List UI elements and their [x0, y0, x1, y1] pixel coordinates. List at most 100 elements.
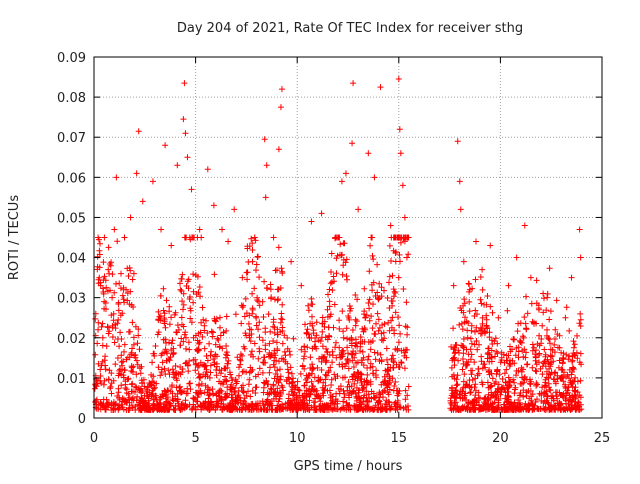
data-point	[261, 136, 268, 143]
data-point	[149, 178, 156, 185]
data-point	[188, 186, 195, 193]
data-point	[288, 258, 295, 265]
y-tick-label: 0.02	[57, 332, 86, 347]
data-point	[180, 116, 187, 123]
data-point	[182, 130, 189, 137]
data-point	[562, 314, 569, 321]
dense-cloud-layer	[91, 234, 585, 413]
data-point	[219, 226, 226, 233]
axes-layer: 0 5 10 15 20 25 0 0.01 0.02 0.03 0.04 0.05 0.06 0.07 0…	[57, 51, 610, 446]
data-point	[349, 140, 356, 147]
data-point	[495, 314, 502, 321]
data-point	[196, 226, 203, 233]
data-point	[158, 226, 165, 233]
data-point	[473, 238, 480, 245]
data-point	[513, 254, 520, 261]
data-point	[338, 178, 345, 185]
data-point	[568, 274, 575, 281]
data-points-layer	[95, 76, 584, 333]
data-point	[377, 84, 384, 91]
data-point	[454, 138, 461, 145]
data-point	[460, 258, 467, 265]
data-point	[396, 126, 403, 133]
data-point	[505, 282, 512, 289]
data-point	[111, 226, 118, 233]
y-tick-label: 0.07	[57, 131, 86, 146]
y-tick-label: 0.06	[57, 171, 86, 186]
data-point	[95, 326, 102, 333]
y-tick-label: 0.01	[57, 372, 86, 387]
data-point	[399, 182, 406, 189]
data-point	[225, 238, 232, 245]
data-point	[450, 282, 457, 289]
data-point	[456, 178, 463, 185]
data-point	[275, 146, 282, 153]
x-tick-label: 15	[391, 431, 408, 446]
data-point	[350, 80, 357, 87]
plot-frame	[93, 56, 603, 419]
data-point	[552, 326, 559, 333]
data-point	[521, 222, 528, 229]
x-tick-label: 25	[594, 431, 611, 446]
data-point	[479, 266, 486, 273]
data-point	[487, 242, 494, 249]
data-point	[342, 170, 349, 177]
data-point	[395, 76, 402, 83]
x-tick-label: 5	[191, 431, 199, 446]
y-tick-label: 0	[78, 412, 86, 427]
data-point	[239, 274, 246, 281]
data-point	[576, 226, 583, 233]
data-point	[355, 206, 362, 213]
data-point	[577, 254, 584, 261]
data-point	[181, 80, 188, 87]
data-point	[457, 206, 464, 213]
x-tick-label: 0	[90, 431, 98, 446]
y-tick-label: 0.03	[57, 292, 86, 307]
x-tick-label: 20	[492, 431, 509, 446]
data-point	[262, 194, 269, 201]
data-point	[127, 214, 134, 221]
data-point	[298, 282, 305, 289]
data-point	[328, 250, 335, 257]
data-point	[527, 274, 534, 281]
data-point	[249, 258, 256, 265]
data-point	[133, 170, 140, 177]
y-tick-label: 0.09	[57, 51, 86, 66]
data-point	[105, 266, 112, 273]
data-point	[204, 166, 211, 173]
data-point	[184, 154, 191, 161]
data-point	[135, 128, 142, 135]
data-point	[101, 298, 108, 305]
chart-title: Day 204 of 2021, Rate Of TEC Index for r…	[177, 21, 523, 36]
data-point	[536, 306, 543, 313]
data-point	[308, 218, 315, 225]
data-point	[403, 254, 410, 261]
data-point	[318, 210, 325, 217]
data-point	[113, 174, 120, 181]
data-point	[139, 198, 146, 205]
y-tick-label: 0.04	[57, 252, 86, 267]
data-point	[401, 214, 408, 221]
data-point	[544, 294, 551, 301]
dense-sample-cloud	[91, 234, 585, 413]
data-point	[174, 162, 181, 169]
data-point	[466, 286, 473, 293]
data-point	[121, 234, 128, 241]
data-point	[210, 202, 217, 209]
data-point	[231, 206, 238, 213]
x-axis-label: GPS time / hours	[294, 459, 403, 474]
data-point	[397, 150, 404, 157]
data-point	[371, 174, 378, 181]
y-tick-label: 0.08	[57, 91, 86, 106]
data-point	[162, 142, 169, 149]
data-point	[168, 242, 175, 249]
data-point	[387, 222, 394, 229]
data-point	[277, 104, 284, 111]
y-tick-label: 0.05	[57, 211, 86, 226]
data-point	[278, 86, 285, 93]
data-point	[365, 150, 372, 157]
x-tick-label: 10	[289, 431, 306, 446]
data-point	[263, 162, 270, 169]
